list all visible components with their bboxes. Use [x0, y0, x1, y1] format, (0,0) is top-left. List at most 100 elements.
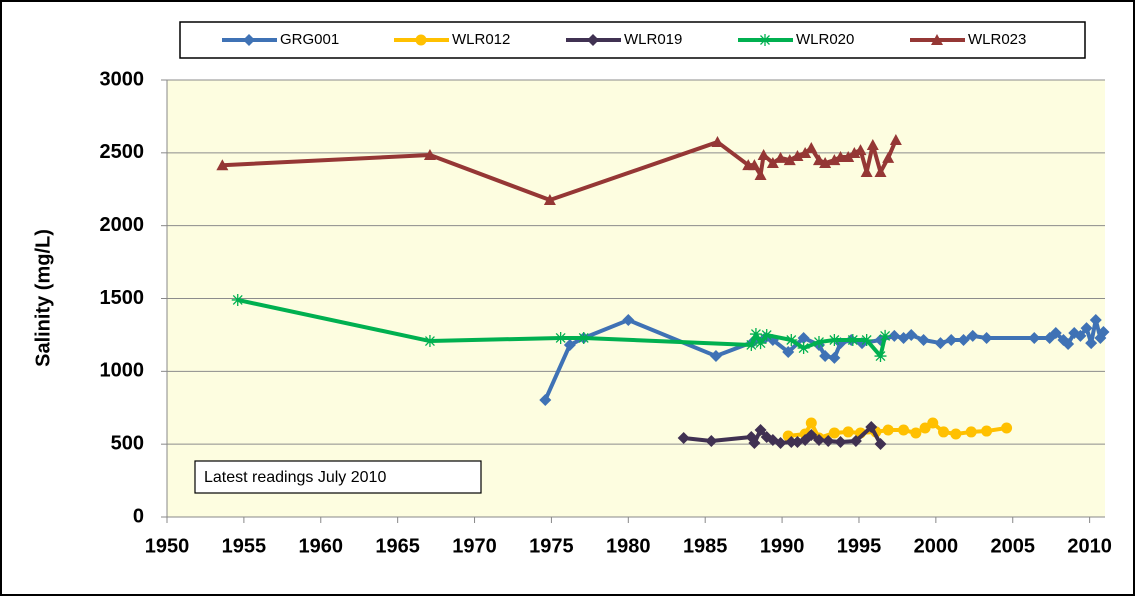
- y-axis-label: Salinity (mg/L): [32, 229, 54, 367]
- marker: [860, 334, 873, 347]
- x-tick-label: 1985: [683, 535, 728, 557]
- marker: [981, 425, 993, 437]
- x-tick-label: 1995: [837, 535, 882, 557]
- marker: [819, 157, 832, 169]
- marker: [1089, 314, 1102, 327]
- marker: [957, 334, 970, 347]
- x-tick-label: 1965: [375, 535, 420, 557]
- marker: [945, 334, 958, 347]
- marker: [866, 138, 879, 150]
- marker: [745, 338, 758, 351]
- marker: [888, 329, 901, 342]
- marker: [879, 329, 892, 342]
- x-tick-label: 2000: [914, 535, 959, 557]
- marker: [622, 314, 635, 327]
- y-tick-label: 500: [111, 432, 144, 454]
- marker: [1001, 422, 1013, 434]
- marker: [828, 154, 841, 166]
- marker: [759, 34, 771, 46]
- y-tick-label: 2000: [100, 214, 145, 236]
- x-tick-label: 2005: [990, 535, 1035, 557]
- x-tick-label: 1980: [606, 535, 651, 557]
- y-tick-label: 1000: [100, 360, 145, 382]
- marker: [966, 329, 979, 342]
- marker: [1049, 327, 1062, 340]
- marker: [760, 329, 773, 342]
- marker: [805, 428, 818, 441]
- x-tick-label: 1970: [452, 535, 497, 557]
- x-tick-label: 1955: [222, 535, 267, 557]
- marker: [791, 150, 804, 162]
- legend-label: WLR019: [624, 31, 682, 48]
- marker: [812, 336, 825, 349]
- marker: [757, 149, 770, 161]
- marker: [812, 433, 825, 446]
- marker: [243, 34, 255, 46]
- marker: [782, 345, 795, 358]
- annotation: Latest readings July 2010: [204, 469, 386, 486]
- marker: [898, 424, 910, 436]
- y-tick-label: 2500: [100, 141, 145, 163]
- marker: [797, 331, 810, 344]
- y-tick-label: 3000: [100, 68, 145, 90]
- marker: [754, 337, 767, 350]
- marker: [805, 142, 818, 154]
- marker: [554, 331, 567, 344]
- x-tick-label: 1960: [299, 535, 344, 557]
- marker: [854, 144, 867, 156]
- marker: [748, 437, 761, 450]
- marker: [749, 328, 762, 341]
- marker: [834, 151, 847, 163]
- x-tick-label: 2010: [1067, 535, 1112, 557]
- marker: [980, 331, 993, 344]
- marker: [965, 426, 977, 438]
- marker: [423, 335, 436, 348]
- marker: [423, 149, 436, 161]
- y-tick-label: 1500: [100, 287, 145, 309]
- marker: [910, 427, 922, 439]
- legend-label: WLR012: [452, 31, 510, 48]
- marker: [828, 351, 841, 364]
- marker: [799, 146, 812, 158]
- marker: [834, 435, 847, 448]
- marker: [828, 334, 841, 347]
- marker: [905, 329, 918, 342]
- marker: [846, 334, 859, 347]
- marker: [822, 434, 835, 447]
- annotation-box: [194, 460, 482, 494]
- marker: [216, 159, 229, 171]
- marker: [785, 435, 798, 448]
- marker: [849, 434, 862, 447]
- marker: [1028, 331, 1041, 344]
- marker: [882, 151, 895, 163]
- marker: [1080, 322, 1093, 335]
- marker: [1062, 337, 1075, 350]
- marker: [805, 417, 817, 429]
- legend-label: WLR020: [796, 31, 854, 48]
- marker: [711, 136, 724, 148]
- series-line: [237, 298, 888, 359]
- marker: [828, 427, 840, 439]
- marker: [927, 417, 939, 429]
- legend-label: GRG001: [280, 31, 339, 48]
- marker: [748, 159, 761, 171]
- marker: [874, 166, 887, 178]
- marker: [848, 146, 861, 158]
- marker: [874, 350, 887, 363]
- marker: [1085, 337, 1098, 350]
- marker: [917, 334, 930, 347]
- marker: [587, 34, 599, 46]
- marker: [415, 34, 427, 46]
- marker: [812, 154, 825, 166]
- x-tick-label: 1975: [529, 535, 574, 557]
- marker: [819, 350, 832, 363]
- marker: [950, 428, 962, 440]
- marker: [705, 434, 718, 447]
- marker: [1074, 329, 1087, 342]
- marker: [709, 350, 722, 363]
- marker: [889, 134, 902, 146]
- marker: [766, 157, 779, 169]
- marker: [774, 151, 787, 163]
- marker: [774, 437, 787, 450]
